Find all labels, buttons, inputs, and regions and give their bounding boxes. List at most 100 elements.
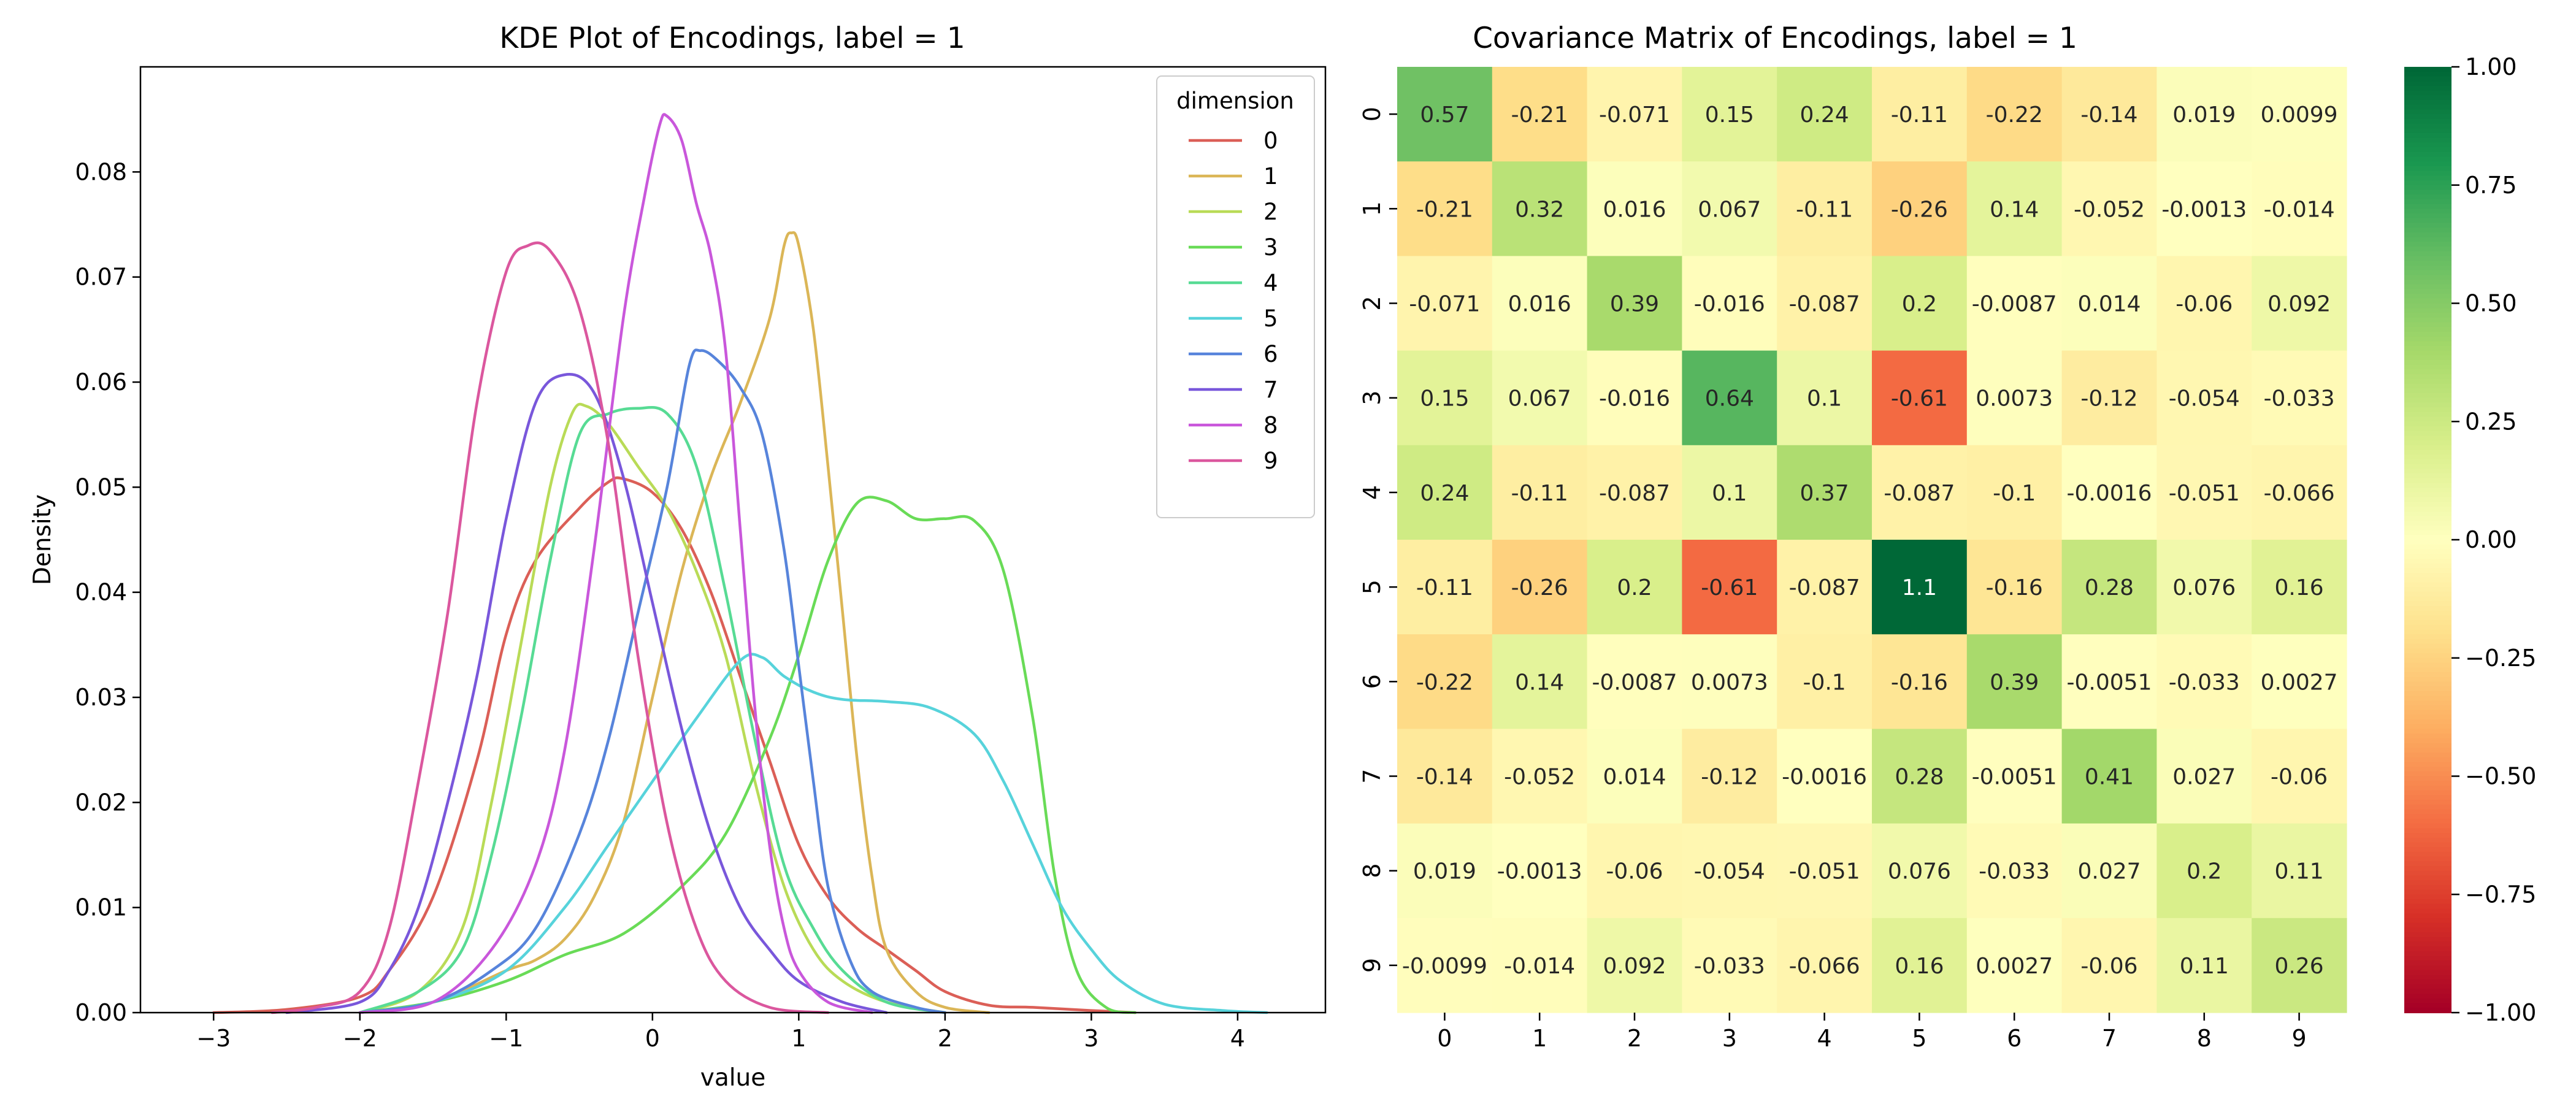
colorbar-strip xyxy=(2404,596,2451,602)
heatmap-y-tick-label: 3 xyxy=(1359,391,1386,405)
colorbar-strip xyxy=(2404,369,2451,375)
heatmap-cell-label: 0.0027 xyxy=(2261,670,2338,695)
heatmap-cell xyxy=(2156,918,2252,1013)
heatmap-cell xyxy=(1966,729,2063,824)
y-tick-label: 0.07 xyxy=(75,264,127,291)
kde-line-dimension-8 xyxy=(358,113,873,1014)
heatmap-cell-label: 0.067 xyxy=(1698,197,1761,222)
heatmap-cell-label: -0.033 xyxy=(1979,859,2050,884)
y-tick-label: 0.06 xyxy=(75,369,127,396)
heatmap-cell-label: -0.16 xyxy=(1986,575,2043,600)
heatmap-cell xyxy=(1872,634,1968,729)
colorbar-strip xyxy=(2404,653,2451,659)
heatmap-title: Covariance Matrix of Encodings, label = … xyxy=(1473,21,2077,55)
colorbar-strip xyxy=(2404,554,2451,559)
colorbar-strip xyxy=(2404,729,2451,735)
kde-y-axis: 0.00 0.01 0.02 0.03 0.04 0.05 0.06 0.07 0.08 xyxy=(75,158,140,1026)
kde-line-dimension-1 xyxy=(358,231,991,1014)
colorbar-strip xyxy=(2404,511,2451,517)
heatmap-cell xyxy=(1777,445,1873,540)
heatmap-cell-label: 0.067 xyxy=(1508,386,1571,412)
heatmap-cell-label: -0.06 xyxy=(1606,859,1663,884)
heatmap-cell-label: -0.0051 xyxy=(2067,670,2152,695)
heatmap-cell xyxy=(2061,729,2157,824)
colorbar-strip xyxy=(2404,246,2451,252)
colorbar-strip xyxy=(2404,516,2451,522)
colorbar-strip xyxy=(2404,591,2451,597)
heatmap-cell-label: 0.2 xyxy=(1617,575,1652,600)
heatmap-cell-label: -0.051 xyxy=(1789,859,1860,884)
kde-line-dimension-2 xyxy=(358,402,947,1014)
colorbar-strip xyxy=(2404,610,2451,616)
legend-label-4: 4 xyxy=(1263,270,1278,296)
heatmap-cell-label: 0.24 xyxy=(1420,481,1469,506)
colorbar-tick-label: 0.25 xyxy=(2465,408,2517,435)
heatmap-cell-label: 0.2 xyxy=(2187,859,2221,884)
colorbar-strip xyxy=(2404,776,2451,782)
colorbar-strip xyxy=(2404,828,2451,834)
heatmap-cell-label: 0.076 xyxy=(2172,575,2236,600)
colorbar-strip xyxy=(2404,833,2451,838)
colorbar-strip xyxy=(2404,771,2451,777)
colorbar-tick-label: 0.00 xyxy=(2465,526,2517,553)
colorbar-strip xyxy=(2404,275,2451,280)
colorbar-strip xyxy=(2404,95,2451,101)
heatmap-cell-label: -0.0016 xyxy=(2067,481,2152,506)
heatmap-cell xyxy=(2061,161,2157,256)
heatmap-cell xyxy=(2252,634,2347,729)
colorbar-strip xyxy=(2404,350,2451,356)
heatmap-cell-label: 0.64 xyxy=(1705,386,1754,412)
heatmap-y-axis: 0 1 2 3 4 5 6 7 8 9 xyxy=(1359,107,1397,973)
colorbar-strip xyxy=(2404,937,2451,943)
heatmap-cell xyxy=(1587,256,1682,351)
heatmap-cell xyxy=(1587,634,1682,729)
colorbar-strip xyxy=(2404,378,2451,385)
legend-label-3: 3 xyxy=(1263,234,1278,261)
heatmap-cell-label: 0.39 xyxy=(1610,292,1659,317)
colorbar-strip xyxy=(2404,298,2451,304)
colorbar-strip xyxy=(2404,1003,2451,1009)
heatmap-cell xyxy=(1872,445,1968,540)
heatmap-cell xyxy=(2061,445,2157,540)
heatmap-cell xyxy=(1492,540,1588,635)
heatmap-cell xyxy=(2156,67,2252,162)
y-tick-label: 0.04 xyxy=(75,579,127,606)
heatmap-cell xyxy=(1492,67,1588,162)
colorbar-strip xyxy=(2404,781,2451,786)
heatmap-cell-label: -0.0051 xyxy=(1972,765,2057,790)
colorbar-strip xyxy=(2404,994,2451,999)
heatmap-cell xyxy=(2252,256,2347,351)
heatmap-cell-label: 0.1 xyxy=(1807,386,1842,412)
heatmap-x-tick-label: 3 xyxy=(1722,1025,1737,1052)
heatmap-cell-label: 0.027 xyxy=(2172,765,2236,790)
colorbar-strip xyxy=(2404,605,2451,611)
heatmap-cell-label: 0.32 xyxy=(1515,197,1564,222)
heatmap-cell-label: -0.06 xyxy=(2080,954,2137,979)
colorbar-strip xyxy=(2404,804,2451,810)
heatmap-cell-label: 0.1 xyxy=(1712,481,1747,506)
colorbar-strip xyxy=(2404,657,2451,664)
heatmap-cell xyxy=(2061,350,2157,446)
heatmap-cell-label: 0.15 xyxy=(1705,102,1754,128)
heatmap-cells: 0.57 -0.21 -0.071 0.15 0.24 -0.11 -0.22 -0.14 0.… xyxy=(1397,67,2347,1013)
heatmap-cell xyxy=(1587,350,1682,446)
colorbar-strip xyxy=(2404,875,2451,881)
colorbar-strip xyxy=(2404,757,2451,763)
colorbar-strip xyxy=(2404,81,2451,86)
colorbar-strip xyxy=(2404,137,2451,144)
heatmap-cell xyxy=(1492,918,1588,1013)
colorbar-strip xyxy=(2404,752,2451,758)
heatmap-cell xyxy=(1872,350,1968,446)
heatmap-cell-label: 0.26 xyxy=(2275,954,2324,979)
heatmap-cell xyxy=(2252,161,2347,256)
heatmap-cell xyxy=(1682,161,1777,256)
colorbar-strip xyxy=(2404,922,2451,929)
x-tick-label: 3 xyxy=(1084,1025,1098,1052)
colorbar-strip xyxy=(2404,397,2451,404)
colorbar-strip xyxy=(2404,648,2451,654)
colorbar-strip xyxy=(2404,677,2451,683)
heatmap-cell-label: 0.092 xyxy=(2267,292,2331,317)
colorbar-strip xyxy=(2404,667,2451,673)
colorbar-strip xyxy=(2404,715,2451,720)
colorbar-strip xyxy=(2404,889,2451,895)
